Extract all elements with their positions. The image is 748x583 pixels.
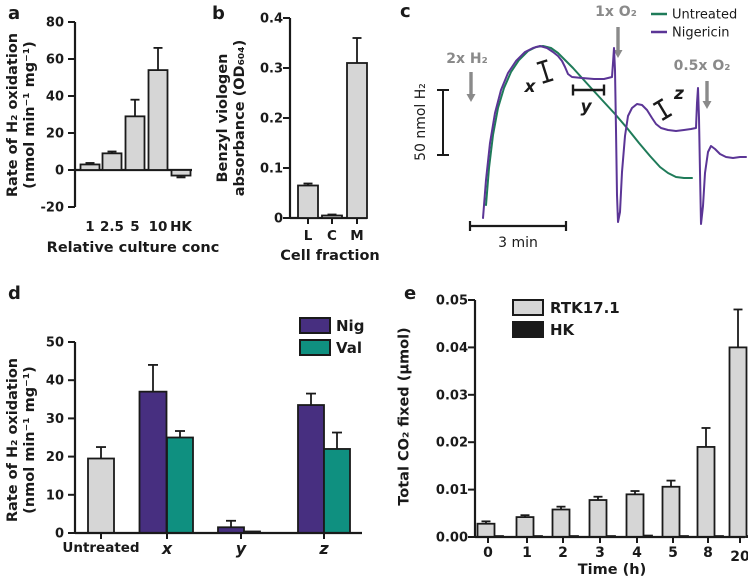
svg-text:40: 40 xyxy=(46,374,64,389)
svg-text:80: 80 xyxy=(46,16,64,31)
svg-text:5: 5 xyxy=(668,545,678,561)
svg-text:y: y xyxy=(236,539,247,558)
svg-text:0.01: 0.01 xyxy=(436,483,468,498)
svg-text:2: 2 xyxy=(558,545,568,561)
svg-text:30: 30 xyxy=(46,412,64,427)
svg-text:HK: HK xyxy=(550,321,576,339)
svg-text:0.1: 0.1 xyxy=(260,162,283,177)
svg-text:0.03: 0.03 xyxy=(436,388,468,403)
svg-text:z: z xyxy=(318,539,329,558)
svg-text:4: 4 xyxy=(632,545,642,561)
svg-text:0.5x O₂: 0.5x O₂ xyxy=(674,58,731,74)
svg-text:0.4: 0.4 xyxy=(260,12,283,27)
svg-text:0.2: 0.2 xyxy=(260,112,283,127)
svg-text:2x H₂: 2x H₂ xyxy=(446,51,488,67)
svg-text:-20: -20 xyxy=(41,201,65,216)
panel-e-letter: e xyxy=(404,283,417,304)
svg-text:1x O₂: 1x O₂ xyxy=(595,4,637,20)
panel-e-x-axis-label: Time (h) xyxy=(577,562,647,578)
svg-text:1: 1 xyxy=(85,219,94,235)
panel-e-grouped-bar-chart: 0.00 0.01 0.02 0.03 0.04 0.05 0 1 2 3 4 5 8 20 RTK17.1… xyxy=(436,294,748,565)
svg-text:8: 8 xyxy=(703,545,713,561)
svg-text:50 nmol H₂: 50 nmol H₂ xyxy=(413,83,429,161)
panel-a-x-axis-label: Relative culture conc xyxy=(46,240,220,256)
panel-c-letter: c xyxy=(400,1,411,22)
svg-text:3: 3 xyxy=(595,545,605,561)
panel-d-letter: d xyxy=(8,283,21,304)
svg-text:L: L xyxy=(304,228,313,244)
svg-text:0.02: 0.02 xyxy=(436,436,468,451)
panel-a-letter: a xyxy=(8,3,21,24)
svg-text:C: C xyxy=(327,228,337,244)
svg-text:20: 20 xyxy=(46,450,64,465)
svg-text:RTK17.1: RTK17.1 xyxy=(550,299,620,317)
panel-b-bar-chart: 0 0.1 0.2 0.3 0.4 L C M xyxy=(260,12,368,244)
panel-b-x-axis-label: Cell fraction xyxy=(280,248,380,264)
svg-text:M: M xyxy=(350,228,363,244)
svg-text:0: 0 xyxy=(55,164,64,179)
svg-text:0.05: 0.05 xyxy=(436,294,468,309)
svg-text:20: 20 xyxy=(730,549,748,565)
svg-text:y: y xyxy=(580,97,592,117)
panel-a-bar-chart: -20 0 20 40 60 80 1 2.5 5 10 HK xyxy=(41,16,193,236)
svg-text:60: 60 xyxy=(46,53,64,68)
panel-c-trace-chart: 50 nmol H₂ 3 min 2x H₂ 1x O₂ 0.5x O₂ x y z Untre… xyxy=(413,4,747,251)
svg-text:40: 40 xyxy=(46,90,64,105)
svg-text:0.3: 0.3 xyxy=(260,62,283,77)
svg-text:3 min: 3 min xyxy=(498,235,538,251)
svg-text:x: x xyxy=(524,77,537,97)
svg-text:0: 0 xyxy=(55,527,64,542)
panel-b-letter: b xyxy=(212,3,225,24)
svg-text:Nigericin: Nigericin xyxy=(672,26,730,41)
svg-text:0.04: 0.04 xyxy=(436,341,468,356)
svg-text:10: 10 xyxy=(149,219,168,235)
svg-text:x: x xyxy=(161,539,173,558)
svg-text:20: 20 xyxy=(46,127,64,142)
svg-text:2.5: 2.5 xyxy=(100,219,124,235)
svg-text:5: 5 xyxy=(130,219,139,235)
svg-text:10: 10 xyxy=(46,488,64,503)
svg-text:1: 1 xyxy=(522,545,532,561)
svg-text:0: 0 xyxy=(274,212,283,227)
svg-text:Untreated: Untreated xyxy=(672,8,737,23)
svg-text:50: 50 xyxy=(46,336,64,351)
svg-text:Val: Val xyxy=(336,339,362,357)
svg-text:Nig: Nig xyxy=(336,317,364,335)
svg-text:z: z xyxy=(673,84,684,104)
svg-text:HK: HK xyxy=(170,219,192,235)
panel-d-grouped-bar-chart: 0 10 20 30 40 50 Untreated x y z Nig Val xyxy=(46,317,364,558)
svg-text:0.00: 0.00 xyxy=(436,531,468,546)
svg-text:Untreated: Untreated xyxy=(62,540,139,556)
svg-text:0: 0 xyxy=(483,545,493,561)
